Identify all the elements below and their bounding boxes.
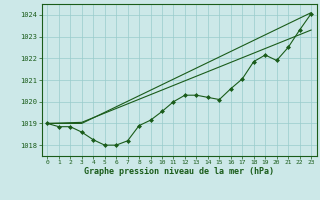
X-axis label: Graphe pression niveau de la mer (hPa): Graphe pression niveau de la mer (hPa) [84,167,274,176]
